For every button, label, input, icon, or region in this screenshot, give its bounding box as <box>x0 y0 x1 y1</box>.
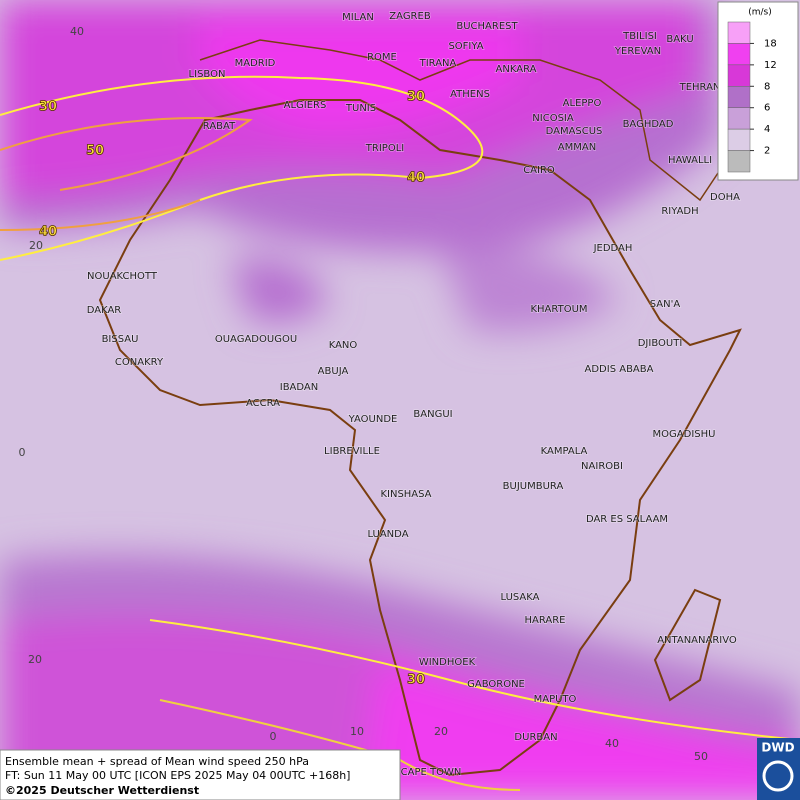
city-label: TIRANA <box>419 58 457 69</box>
city-label: TUNIS <box>345 103 376 114</box>
city-label: RABAT <box>203 121 236 132</box>
lon-label: 20 <box>434 725 448 738</box>
city-label: ACCRA <box>246 398 280 409</box>
city-label: CONAKRY <box>115 357 164 368</box>
footer-line: FT: Sun 11 May 00 UTC [ICON EPS 2025 May… <box>5 769 350 782</box>
city-label: LUSAKA <box>501 592 540 603</box>
city-label: HAWALLI <box>668 155 712 166</box>
city-label: LISBON <box>189 69 226 80</box>
city-label: KAMPALA <box>541 446 588 457</box>
city-label: SAN'A <box>650 299 681 310</box>
city-label: LUANDA <box>367 529 408 540</box>
city-label: ANKARA <box>496 64 537 75</box>
legend-swatch <box>727 107 751 130</box>
footer-line: Ensemble mean + spread of Mean wind spee… <box>5 755 309 768</box>
contour-label: 40 <box>39 225 57 240</box>
city-label: SOFIYA <box>448 41 483 52</box>
city-label: YEREVAN <box>614 46 661 57</box>
city-label: BAKU <box>666 34 693 45</box>
city-label: OUAGADOUGOU <box>215 334 297 345</box>
city-label: WINDHOEK <box>419 657 476 668</box>
city-label: RIYADH <box>661 206 698 217</box>
city-label: MADRID <box>235 58 276 69</box>
city-label: TRIPOLI <box>365 143 404 154</box>
lon-label: 50 <box>694 750 708 763</box>
lat-label: 20 <box>29 239 43 252</box>
lat-label: 20 <box>28 653 42 666</box>
city-label: MAPUTO <box>534 694 577 705</box>
coastline <box>98 99 742 777</box>
city-label: GABORONE <box>467 679 525 690</box>
city-label: BAGHDAD <box>623 119 674 130</box>
city-label: CAPE TOWN <box>401 767 462 778</box>
legend-swatch <box>727 21 751 44</box>
city-label: DAR ES SALAAM <box>586 514 668 525</box>
contour-label: 30 <box>407 90 425 105</box>
city-label: ANTANANARIVO <box>657 635 737 646</box>
contour-label: 30 <box>407 673 425 688</box>
legend-swatch <box>727 64 751 87</box>
legend-label: 12 <box>764 60 777 71</box>
city-label: BANGUI <box>413 409 452 420</box>
legend-swatch <box>727 43 751 66</box>
logo-swirl <box>762 760 794 792</box>
city-label: JEDDAH <box>593 243 633 254</box>
contour-label: 50 <box>86 144 104 159</box>
legend-label: 18 <box>764 38 777 49</box>
city-label: KINSHASA <box>380 489 431 500</box>
footer-line: ©2025 Deutscher Wetterdienst <box>5 784 199 797</box>
city-label: BUJUMBURA <box>503 481 564 492</box>
city-label: ALEPPO <box>563 98 602 109</box>
city-label: HARARE <box>524 615 565 626</box>
lon-label: 40 <box>605 737 619 750</box>
legend-swatch <box>727 150 751 173</box>
legend-label: 6 <box>764 103 770 114</box>
city-label: MOGADISHU <box>653 429 716 440</box>
contour-label: 30 <box>39 100 57 115</box>
legend-label: 8 <box>764 81 770 92</box>
legend-unit: (m/s) <box>748 8 772 18</box>
city-label: NOUAKCHOTT <box>87 271 158 282</box>
city-label: BUCHAREST <box>456 21 518 32</box>
city-label: LIBREVILLE <box>324 446 380 457</box>
city-label: KHARTOUM <box>530 304 587 315</box>
city-label: ATHENS <box>450 89 490 100</box>
city-label: ALGIERS <box>284 100 327 111</box>
city-label: KANO <box>329 340 358 351</box>
city-label: TEHRAN <box>679 82 721 93</box>
contour-label: 40 <box>407 171 425 186</box>
city-label: BISSAU <box>102 334 139 345</box>
city-label: ABUJA <box>318 366 349 377</box>
city-label: DOHA <box>710 192 740 203</box>
coastline-north <box>199 39 721 202</box>
lon-label: 10 <box>350 725 364 738</box>
lat-label: 40 <box>70 25 84 38</box>
city-label: ZAGREB <box>389 11 431 22</box>
city-label: YAOUNDE <box>348 414 398 425</box>
logo-text: DWD <box>761 741 794 755</box>
city-label: DAKAR <box>87 305 122 316</box>
city-label: IBADAN <box>280 382 319 393</box>
contours <box>0 75 800 791</box>
legend-swatch <box>727 86 751 108</box>
legend-label: 2 <box>764 146 770 157</box>
legend-swatch <box>727 128 751 151</box>
city-label: MILAN <box>342 12 374 23</box>
lat-label: 0 <box>19 446 26 459</box>
city-label: DAMASCUS <box>546 126 603 137</box>
legend-label: 4 <box>764 124 770 135</box>
footer-box <box>0 749 401 800</box>
city-label: ADDIS ABABA <box>585 364 654 375</box>
city-label: CAIRO <box>523 165 555 176</box>
city-label: AMMAN <box>558 142 596 153</box>
city-label: TBILISI <box>622 31 657 42</box>
city-label: NICOSIA <box>532 113 574 124</box>
city-label: NAIROBI <box>581 461 623 472</box>
lon-label: 0 <box>270 730 277 743</box>
city-label: DJIBOUTI <box>638 338 683 349</box>
madagascar <box>653 588 722 702</box>
city-label: DURBAN <box>514 732 557 743</box>
city-label: ROME <box>367 52 397 63</box>
